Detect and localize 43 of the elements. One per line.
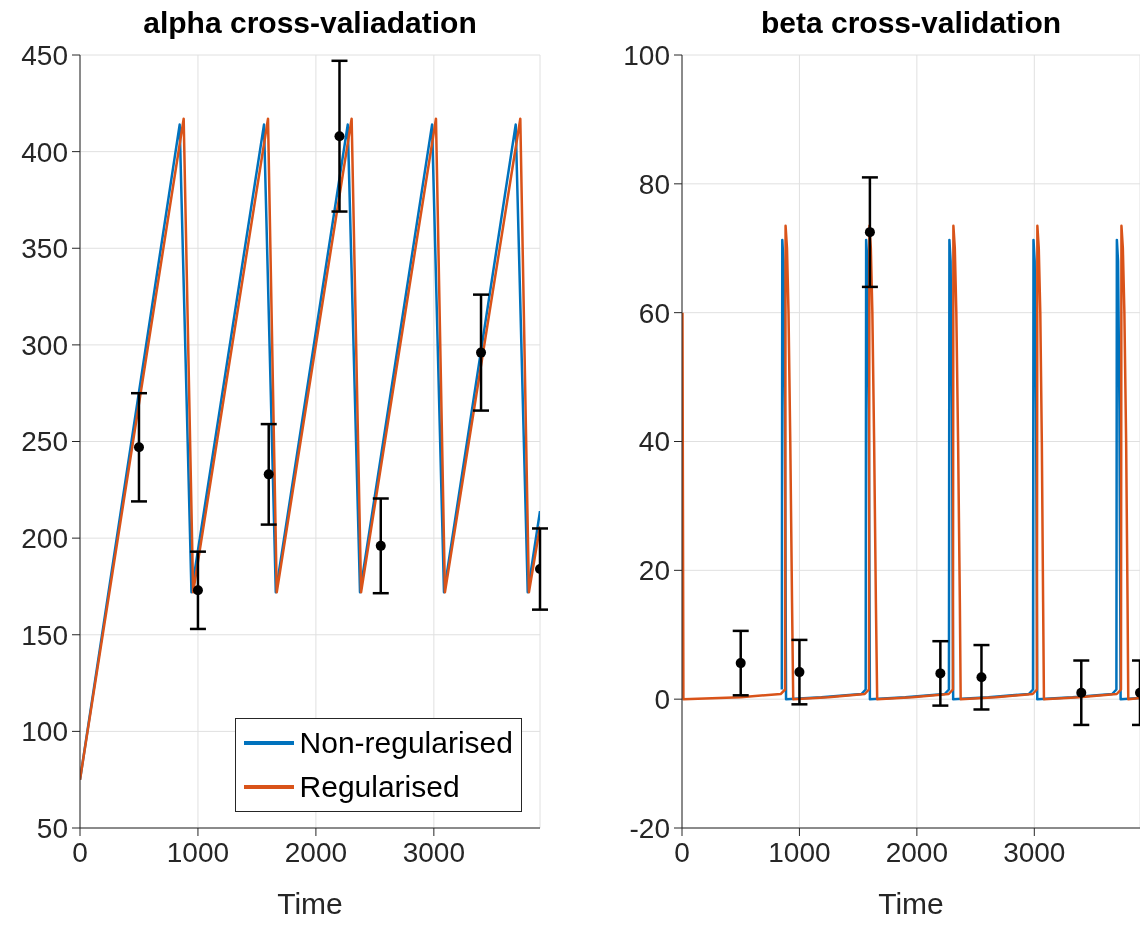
point <box>476 347 487 358</box>
chart-title: alpha cross-valiadation <box>142 6 478 40</box>
point <box>864 227 875 238</box>
point <box>735 658 746 669</box>
y-tick-label: -20 <box>629 812 670 844</box>
y-tick-label: 0 <box>654 684 670 716</box>
y-tick-label: 20 <box>638 555 670 587</box>
x-tick-label: 0 <box>72 836 88 868</box>
point <box>133 442 144 453</box>
y-tick-label: 50 <box>36 812 68 844</box>
line-series <box>682 224 1140 701</box>
legend-label: Regularised <box>299 770 460 804</box>
point <box>192 585 203 596</box>
point <box>1076 687 1087 698</box>
y-tick-label: 100 <box>623 39 670 71</box>
y-tick-label: 350 <box>21 233 68 265</box>
y-tick-label: 60 <box>638 297 670 329</box>
point <box>935 668 946 679</box>
point <box>263 469 274 480</box>
y-tick-label: 450 <box>21 39 68 71</box>
x-tick-label: 2000 <box>885 836 949 868</box>
y-tick-label: 200 <box>21 523 68 555</box>
y-tick-label: 150 <box>21 619 68 651</box>
legend-label: Non-regularised <box>299 726 513 760</box>
point <box>794 667 805 678</box>
point <box>334 131 345 142</box>
x-axis-title: Time <box>277 887 343 920</box>
x-tick-label: 2000 <box>284 836 348 868</box>
point <box>976 672 987 683</box>
x-tick-label: 1000 <box>166 836 230 868</box>
y-tick-label: 40 <box>638 426 670 458</box>
x-tick-label: 3000 <box>402 836 465 868</box>
x-axis-title: Time <box>878 887 944 920</box>
x-tick-label: 1000 <box>768 836 831 868</box>
y-tick-label: 250 <box>21 426 68 458</box>
chart-title: beta cross-validation <box>759 6 1063 40</box>
y-tick-label: 80 <box>638 168 670 200</box>
point <box>375 540 386 551</box>
y-tick-label: 300 <box>21 329 68 361</box>
y-tick-label: 400 <box>21 136 68 168</box>
y-tick-label: 100 <box>21 716 68 748</box>
x-tick-label: 0 <box>674 836 690 868</box>
x-tick-label: 3000 <box>1003 836 1066 868</box>
